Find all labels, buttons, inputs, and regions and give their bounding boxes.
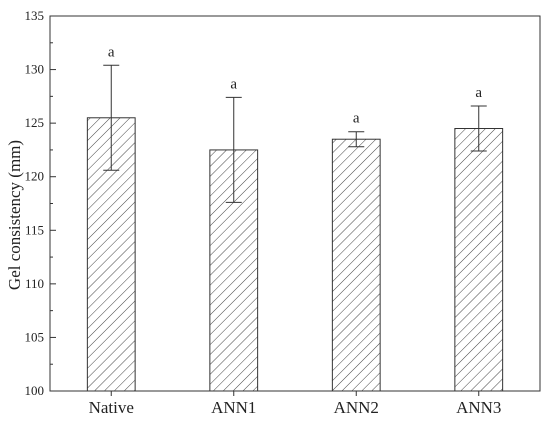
significance-label-native: a xyxy=(108,44,115,60)
y-tick-label-130: 130 xyxy=(25,62,45,77)
significance-label-ann3: a xyxy=(475,85,482,101)
y-axis-title: Gel consistency (mm) xyxy=(5,140,24,290)
axes-layer xyxy=(49,15,541,396)
significance-label-ann2: a xyxy=(353,111,360,127)
y-tick-label-115: 115 xyxy=(25,222,44,237)
y-tick-label-105: 105 xyxy=(25,329,45,344)
x-tick-label-native: Native xyxy=(89,398,134,417)
error-bars-layer xyxy=(103,64,487,203)
bar-ann3 xyxy=(454,128,504,392)
y-tick-label-125: 125 xyxy=(25,115,45,130)
labels-layer: a Native a ANN1 a ANN2 a ANN3 100 105 110 115 120 125… xyxy=(25,8,502,417)
y-tick-label-120: 120 xyxy=(25,169,45,184)
significance-label-ann1: a xyxy=(230,76,237,92)
bar-ann2 xyxy=(331,138,381,392)
y-tick-label-110: 110 xyxy=(25,276,44,291)
x-tick-label-ann2: ANN2 xyxy=(334,398,379,417)
y-tick-label-100: 100 xyxy=(25,383,45,398)
x-tick-label-ann3: ANN3 xyxy=(456,398,501,417)
y-tick-label-135: 135 xyxy=(25,8,45,23)
bars-layer xyxy=(86,117,504,392)
x-tick-label-ann1: ANN1 xyxy=(211,398,256,417)
